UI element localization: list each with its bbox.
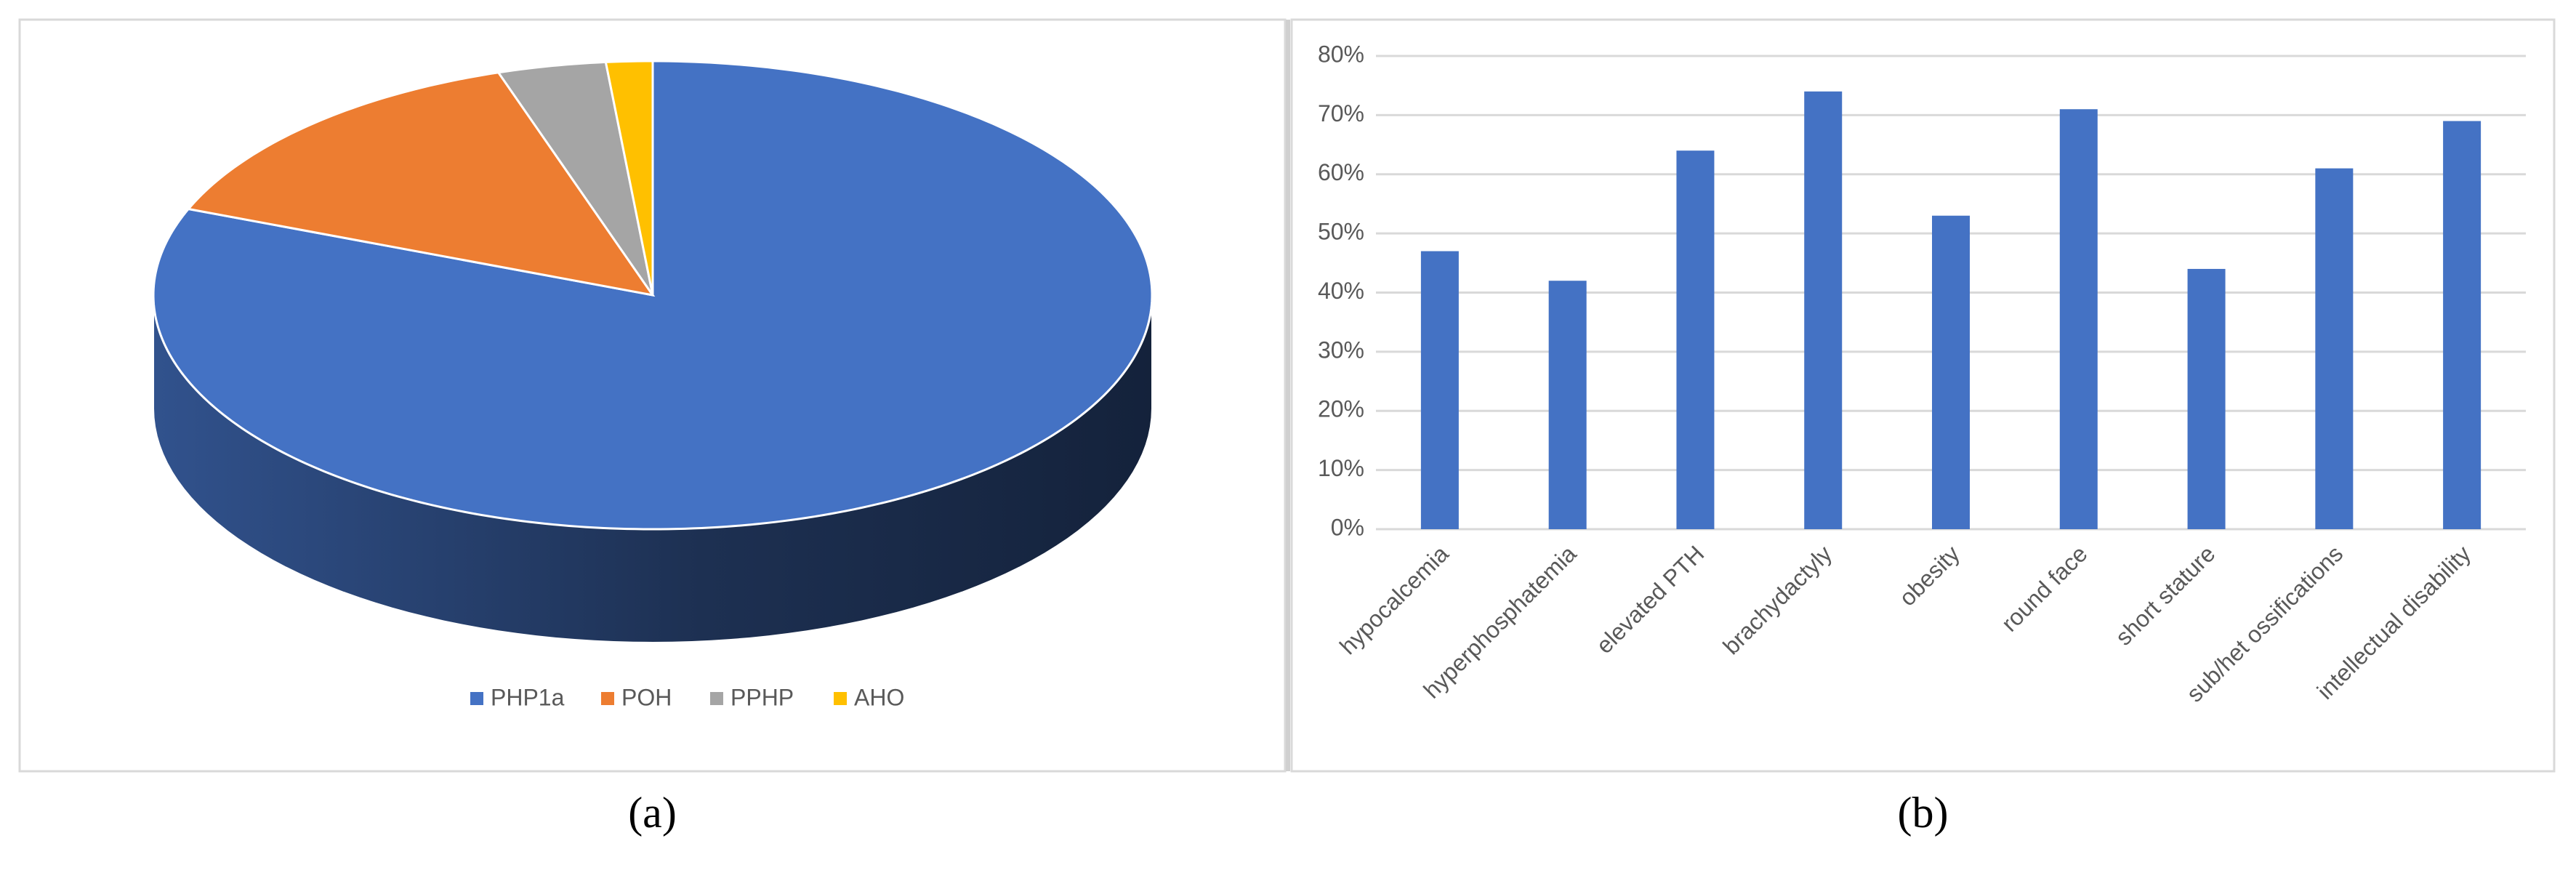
y-tick-label: 30%: [1318, 337, 1364, 363]
legend-label: PHP1a: [491, 684, 565, 710]
legend-swatch: [834, 692, 847, 705]
bar: [1932, 215, 1970, 529]
legend-label: POH: [621, 684, 672, 710]
bar: [1804, 91, 1843, 529]
bar: [2443, 121, 2482, 529]
y-tick-label: 10%: [1318, 455, 1364, 481]
y-tick-label: 60%: [1318, 159, 1364, 185]
bar: [1548, 281, 1587, 529]
panel-label: (a): [628, 789, 677, 837]
pie-slice: [496, 60, 654, 296]
legend-swatch: [710, 692, 723, 705]
y-tick-label: 80%: [1318, 41, 1364, 67]
bar: [1420, 251, 1459, 529]
bar: [2315, 168, 2354, 530]
y-tick-label: 50%: [1318, 219, 1364, 245]
bar: [2187, 268, 2226, 529]
legend-swatch: [601, 692, 614, 705]
bar: [2059, 109, 2098, 530]
y-tick-label: 0%: [1331, 514, 1364, 540]
pie-slice: [604, 60, 654, 296]
legend-swatch: [470, 692, 483, 705]
legend-label: PPHP: [730, 684, 794, 710]
y-tick-label: 70%: [1318, 100, 1364, 126]
panel-label: (b): [1898, 789, 1949, 837]
y-tick-label: 20%: [1318, 396, 1364, 422]
bar: [1676, 150, 1715, 529]
y-tick-label: 40%: [1318, 278, 1364, 304]
legend-label: AHO: [854, 684, 904, 710]
